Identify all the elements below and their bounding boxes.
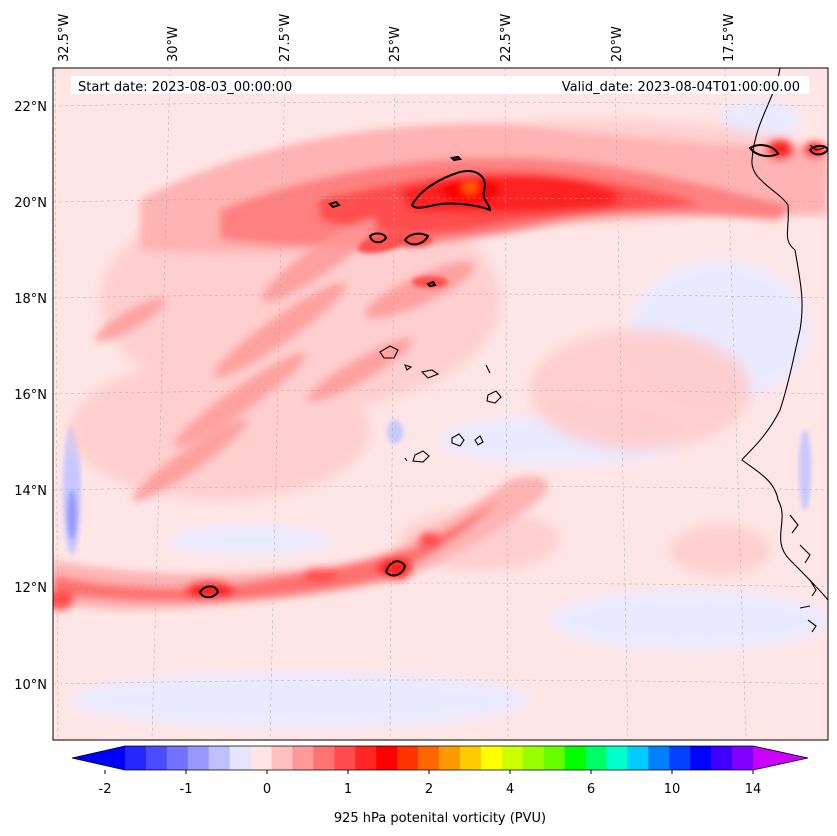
colorbar-segment — [669, 746, 691, 770]
lat-tick-label: 16°N — [14, 388, 47, 403]
colorbar-segment — [585, 746, 607, 770]
colorbar-segment — [376, 746, 398, 770]
colorbar-tick-label: 14 — [745, 782, 762, 797]
colorbar-segment — [501, 746, 524, 770]
colorbar-segment — [292, 746, 314, 770]
colorbar-tick-label: 1 — [344, 782, 352, 797]
title-box — [71, 76, 809, 94]
colorbar-outline — [71, 745, 809, 771]
lon-tick-label: 30°W — [166, 26, 181, 62]
colorbar-segment — [229, 746, 252, 770]
colorbar-tick-label: 6 — [587, 782, 595, 797]
lon-tick-label: 32.5°W — [57, 14, 72, 62]
colorbar-segment — [690, 746, 712, 770]
map-panel — [53, 68, 828, 740]
negative-pv-strip — [63, 420, 811, 555]
colorbar-tick-label: 10 — [664, 782, 681, 797]
colorbar-segment — [418, 746, 440, 770]
southern-pv-streak — [53, 476, 549, 610]
lat-tick-label: 12°N — [14, 581, 47, 596]
colorbar-segment — [355, 746, 377, 770]
colorbar-ticks: -2 -1 0 1 2 4 6 10 14 — [99, 782, 762, 797]
colorbar-segment — [564, 746, 587, 770]
colorbar-segment — [627, 746, 649, 770]
colorbar-segment — [125, 746, 147, 770]
lat-tick-label: 22°N — [14, 100, 47, 115]
lon-tick-label: 22.5°W — [499, 14, 514, 62]
colorbar-segment — [648, 746, 670, 770]
colorbar-segment — [145, 746, 168, 770]
coastlines — [379, 68, 828, 633]
lon-tick-label: 17.5°W — [722, 14, 737, 62]
pv-streaks — [95, 218, 475, 502]
colorbar-segment — [522, 746, 545, 770]
pv-contour-2 — [198, 144, 828, 599]
colorbar-segment — [732, 746, 754, 770]
lat-tick-label: 18°N — [14, 292, 47, 307]
colorbar-segment — [439, 746, 461, 770]
start-date-label: Start date: 2023-08-03_00:00:00 — [78, 80, 292, 95]
colorbar-tick-label: -1 — [180, 782, 193, 797]
colorbar-segment — [711, 746, 733, 770]
colorbar-extend-max — [753, 746, 808, 770]
colorbar-extend-min — [72, 746, 125, 770]
lat-tick-label: 14°N — [14, 484, 47, 499]
lon-tick-label: 25°W — [388, 26, 403, 62]
latitude-tick-labels: 22°N 20°N 18°N 16°N 14°N 12°N 10°N — [14, 100, 47, 693]
colorbar-segment — [480, 746, 503, 770]
colorbar-segment — [543, 746, 566, 770]
colorbar-segment — [397, 746, 419, 770]
colorbar-segment — [459, 746, 482, 770]
graticule — [53, 68, 828, 740]
colorbar-segment — [250, 746, 273, 770]
colorbar-tick-label: 0 — [263, 782, 271, 797]
colorbar-segment — [606, 746, 628, 770]
colorbar-segment — [313, 746, 335, 770]
colorbar-segment — [334, 746, 356, 770]
colorbar — [71, 745, 809, 774]
colorbar-segment — [187, 746, 210, 770]
lon-tick-label: 27.5°W — [278, 14, 293, 62]
map-frame — [52, 67, 829, 741]
longitude-tick-labels: 32.5°W 30°W 27.5°W 25°W 22.5°W 20°W 17.5… — [57, 14, 737, 62]
colorbar-segment — [208, 746, 231, 770]
colorbar-label: 925 hPa potenital vorticity (PVU) — [334, 811, 546, 826]
colorbar-tick-label: 2 — [425, 782, 433, 797]
lat-tick-label: 20°N — [14, 196, 47, 211]
pv-streak-cores — [320, 198, 448, 288]
colorbar-tick-label: 4 — [506, 782, 514, 797]
colorbar-segment — [166, 746, 189, 770]
valid-date-label: Valid_date: 2023-08-04T01:00:00.00 — [562, 80, 800, 95]
lon-tick-label: 20°W — [610, 26, 625, 62]
lat-tick-label: 10°N — [14, 678, 47, 693]
colorbar-tick-label: -2 — [99, 782, 112, 797]
colorbar-segment — [271, 746, 293, 770]
